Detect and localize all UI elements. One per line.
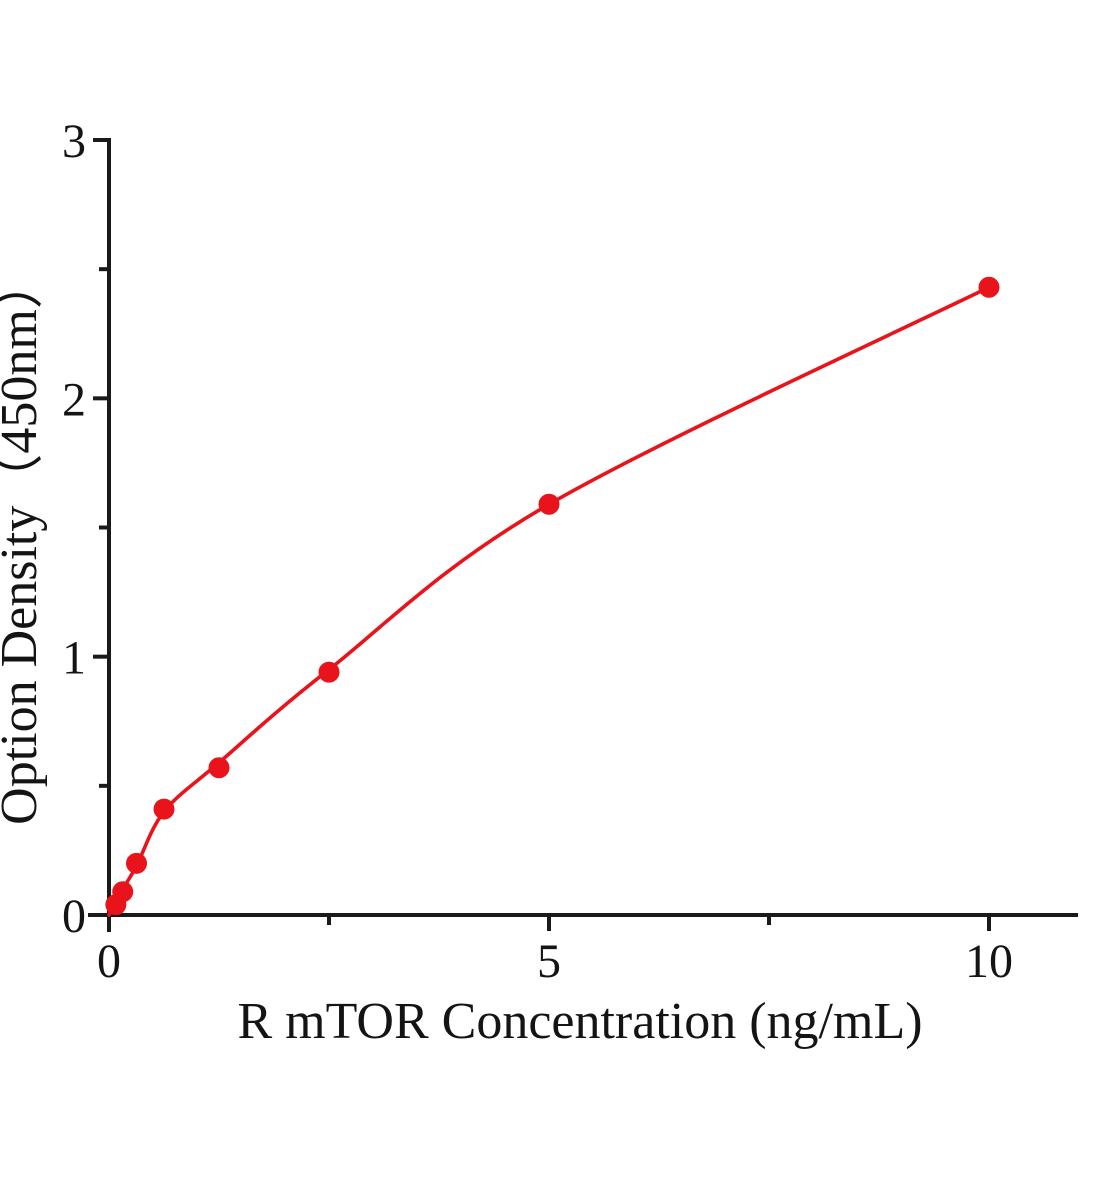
fitted-curve-line — [107, 285, 991, 917]
x-axis-title: R mTOR Concentration (ng/mL) — [237, 993, 922, 1050]
x-tick-label: 10 — [965, 935, 1013, 988]
data-point — [538, 493, 560, 515]
y-tick-label: 2 — [62, 373, 86, 426]
x-tick-label: 0 — [97, 935, 121, 988]
data-point — [112, 881, 134, 903]
data-point — [208, 757, 230, 779]
tick-labels: 0 5 10 0 1 2 3 — [62, 115, 1013, 988]
data-point — [126, 852, 147, 874]
x-tick-label: 5 — [537, 935, 561, 988]
axis-ticks — [93, 138, 991, 931]
y-tick-label: 0 — [62, 890, 86, 943]
axes — [88, 138, 1078, 932]
data-point-markers — [105, 276, 1000, 916]
data-point — [318, 661, 340, 683]
data-point — [978, 276, 1000, 298]
y-tick-label: 3 — [62, 115, 86, 168]
y-axis-title: Option Density（450nm） — [0, 257, 48, 825]
data-point — [153, 798, 175, 820]
y-tick-label: 1 — [62, 632, 86, 685]
